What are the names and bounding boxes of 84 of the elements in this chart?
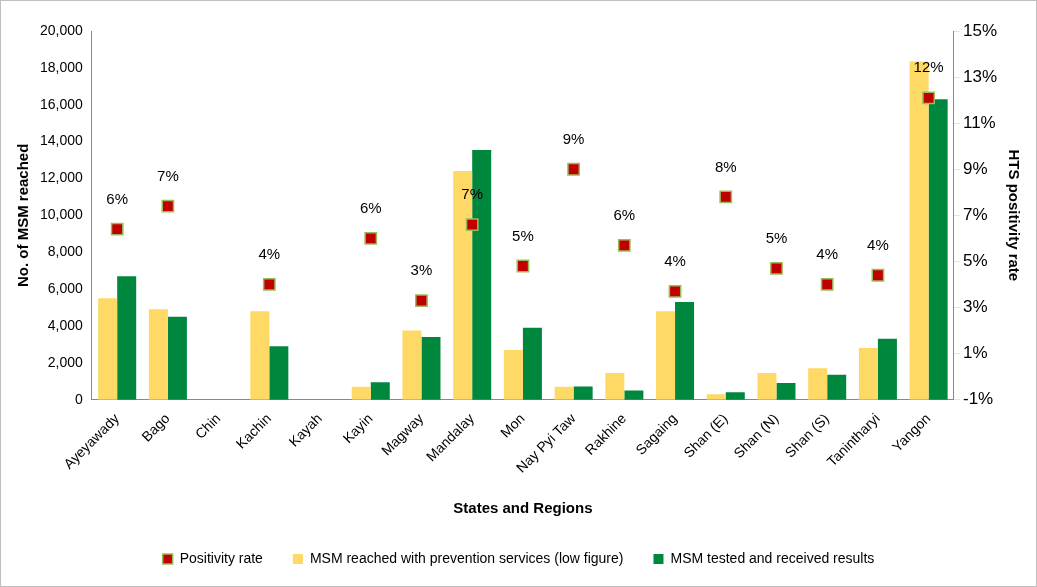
data-label: 9% [562, 129, 585, 147]
y-tick-label: 16,000 [39, 95, 84, 112]
point [110, 222, 124, 236]
data-label: 4% [664, 252, 686, 270]
y2-tick-label: 3% [962, 297, 988, 317]
data-label: 7% [157, 166, 179, 184]
bar [928, 99, 948, 400]
point [364, 231, 378, 245]
point [617, 238, 631, 252]
y-tick-label: 2,000 [47, 353, 84, 370]
bar [503, 349, 523, 400]
legend-label: Positivity rate [179, 549, 264, 566]
y2-tick-label: 1% [962, 343, 988, 363]
point [922, 91, 936, 105]
data-label: 4% [816, 245, 839, 263]
y-tick-label: 12,000 [39, 169, 84, 186]
point [516, 259, 530, 273]
bar [421, 336, 441, 400]
bar [250, 311, 270, 400]
data-label: 4% [258, 245, 281, 263]
x-tick-label: Mon [497, 410, 528, 441]
bar [148, 309, 168, 400]
point [820, 278, 834, 291]
y-tick-label: 4,000 [47, 316, 84, 333]
y2-tick-label: 13% [962, 66, 998, 86]
y2-tick-label: -1% [962, 389, 994, 409]
bar [877, 338, 897, 400]
bar [402, 330, 422, 400]
y-tick-label: 18,000 [39, 58, 84, 75]
bar [624, 390, 644, 400]
bar [858, 348, 878, 400]
bar [827, 374, 847, 400]
data-label: 12% [913, 58, 944, 76]
y-axis-title: No. of MSM reached [14, 143, 32, 288]
y-tick-label: 6,000 [47, 279, 84, 296]
bar [269, 346, 289, 400]
bar [522, 327, 542, 400]
data-label: 5% [512, 226, 534, 244]
data-label: 6% [359, 199, 382, 217]
y-tick-label: 8,000 [47, 243, 84, 260]
data-label: 8% [714, 157, 737, 175]
bar [554, 386, 574, 400]
bar [675, 301, 695, 400]
y-tick-label: 10,000 [39, 206, 84, 223]
point [871, 268, 885, 282]
y2-tick-label: 7% [962, 205, 988, 225]
data-label: 6% [613, 205, 636, 223]
point [668, 284, 682, 298]
bar [757, 372, 777, 400]
y-tick-label: 14,000 [39, 132, 84, 149]
data-label: 6% [106, 189, 129, 207]
bar [370, 382, 390, 400]
point [415, 294, 428, 307]
bar [776, 383, 796, 400]
bar [98, 298, 118, 400]
y2-tick-label: 5% [962, 251, 988, 271]
point [262, 278, 276, 291]
bar [167, 316, 187, 400]
point [465, 218, 479, 231]
point [770, 261, 783, 275]
bar [725, 392, 745, 400]
data-label: 5% [765, 228, 788, 246]
bar [351, 386, 371, 400]
point [567, 162, 581, 176]
data-label: 3% [410, 261, 433, 279]
x-tick-label: Chin [191, 410, 224, 442]
legend-label: MSM reached with prevention services (low figure) [309, 549, 624, 566]
y2-tick-label: 15% [962, 20, 998, 40]
bar [117, 276, 137, 400]
y-tick-label: 20,000 [39, 21, 84, 38]
bar [706, 394, 726, 400]
point [719, 190, 733, 204]
legend-label: MSM tested and received results [670, 549, 875, 566]
y-tick-label: 0 [75, 390, 84, 407]
bar [573, 386, 593, 400]
bar [605, 372, 625, 400]
point [161, 199, 175, 213]
bar [808, 368, 828, 400]
data-label: 4% [867, 235, 889, 253]
x-axis-title: States and Regions [453, 499, 593, 517]
y2-tick-label: 11% [962, 112, 996, 132]
y2-axis-title: HTS positivity rate [1005, 149, 1023, 282]
bar [656, 311, 676, 400]
y2-tick-label: 9% [962, 158, 988, 178]
